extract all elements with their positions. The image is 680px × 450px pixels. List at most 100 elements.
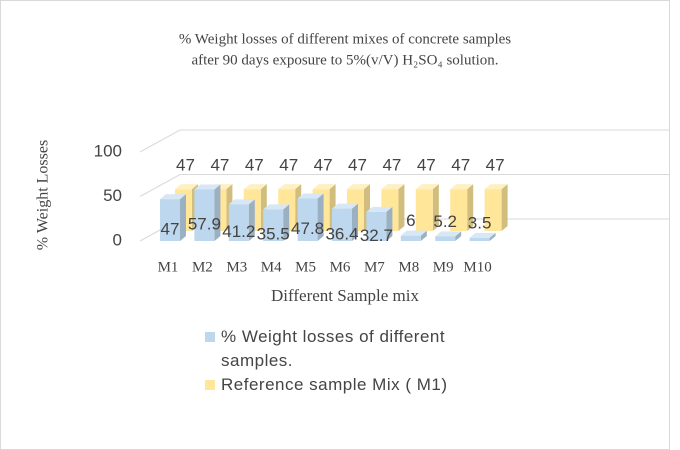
bar-face <box>352 203 358 241</box>
x-tick-label: M8 <box>398 259 419 275</box>
data-label: 47 <box>451 156 470 175</box>
y-tick-label: 0 <box>113 230 122 249</box>
legend: % Weight losses of different samples. Ref… <box>205 325 515 397</box>
bar <box>263 204 290 241</box>
y-tick-label: 100 <box>94 141 122 160</box>
bar-face <box>160 194 186 200</box>
legend-label: % Weight losses of different samples. <box>221 327 446 370</box>
data-label: 36.4 <box>325 224 358 243</box>
chart-title: after 90 days exposure to 5%(v/V) H₂SO₄ … <box>191 52 498 68</box>
bar-face <box>415 184 439 190</box>
bar-face <box>501 184 508 231</box>
bar-face <box>450 184 474 190</box>
bar <box>484 184 508 231</box>
bar-face <box>415 189 433 231</box>
bar-face <box>175 184 198 190</box>
bar-face <box>400 235 421 241</box>
bar-face <box>194 184 221 190</box>
x-tick-label: M9 <box>433 259 454 275</box>
grid-line <box>139 174 670 197</box>
data-label: 47 <box>486 156 505 175</box>
x-tick-label: M5 <box>295 259 316 275</box>
x-tick-label: M4 <box>261 259 282 275</box>
bar-face <box>489 232 496 241</box>
data-label: 47 <box>176 156 195 175</box>
data-label: 57.9 <box>188 215 221 234</box>
bar-face <box>435 236 456 241</box>
bar-face <box>263 209 284 241</box>
data-label: 5.2 <box>433 212 457 231</box>
chart-title: % Weight losses of different mixes of co… <box>179 31 511 47</box>
data-label: 47 <box>314 156 333 175</box>
bar-face <box>317 193 324 241</box>
x-tick-label: M1 <box>158 259 179 275</box>
bar-face <box>432 184 439 231</box>
data-label: 47 <box>348 156 367 175</box>
bar <box>366 206 393 241</box>
x-tick-label: M2 <box>192 259 213 275</box>
data-label: 41.2 <box>222 222 255 241</box>
bar-face <box>278 184 302 190</box>
bar-face <box>312 184 336 190</box>
x-axis-label: Different Sample mix <box>271 286 419 305</box>
bar <box>194 184 221 241</box>
bar-face <box>297 193 324 199</box>
data-label: 3.5 <box>468 213 492 232</box>
bar <box>332 203 358 241</box>
bar-face <box>228 199 255 205</box>
bar-face <box>469 232 496 238</box>
bar-face <box>398 184 405 231</box>
data-label: 32.7 <box>360 226 393 245</box>
bar-face <box>297 198 318 241</box>
bar-face <box>243 184 267 190</box>
y-axis-label: % Weight Losses <box>35 140 52 250</box>
bar-face <box>228 204 249 241</box>
legend-label: Reference sample Mix ( M1) <box>221 375 448 394</box>
bar-face <box>214 184 221 241</box>
data-label: 47 <box>417 156 436 175</box>
bar <box>469 232 496 241</box>
legend-item: Reference sample Mix ( M1) <box>205 373 515 397</box>
x-tick-label: M10 <box>463 259 491 275</box>
data-label: 47 <box>279 156 298 175</box>
bar <box>435 231 462 241</box>
bar-face <box>366 206 393 212</box>
x-tick-label: M7 <box>364 259 385 275</box>
bar-face <box>332 203 358 209</box>
bar-face <box>484 184 508 190</box>
bar-face <box>194 189 215 241</box>
bar-face <box>469 237 490 241</box>
data-label: 47 <box>161 220 180 239</box>
bar-face <box>455 231 462 241</box>
data-label: 6 <box>406 211 415 230</box>
data-label: 47 <box>210 156 229 175</box>
legend-item: % Weight losses of different samples. <box>205 325 515 373</box>
bar-face <box>450 189 468 231</box>
bar-face <box>381 184 405 190</box>
bar-face <box>160 199 180 241</box>
bar-face <box>435 231 462 237</box>
bar-face <box>283 204 290 241</box>
bar <box>450 184 474 231</box>
bar <box>415 184 439 231</box>
y-tick-label: 50 <box>103 186 122 205</box>
data-label: 47 <box>382 156 401 175</box>
bar-face <box>180 194 186 241</box>
bar-face <box>366 211 387 241</box>
data-label: 47 <box>245 156 264 175</box>
bar-face <box>467 184 474 231</box>
bar-face <box>484 189 502 231</box>
bar-face <box>332 208 352 241</box>
bar <box>228 199 255 241</box>
bar <box>400 230 427 241</box>
bar-face <box>347 184 370 190</box>
legend-swatch <box>205 332 215 342</box>
x-tick-label: M6 <box>330 259 351 275</box>
grid-line <box>139 129 670 153</box>
data-label: 47.8 <box>291 219 324 238</box>
bar-face <box>400 230 427 236</box>
bar-face <box>386 206 393 241</box>
legend-swatch <box>205 380 215 390</box>
